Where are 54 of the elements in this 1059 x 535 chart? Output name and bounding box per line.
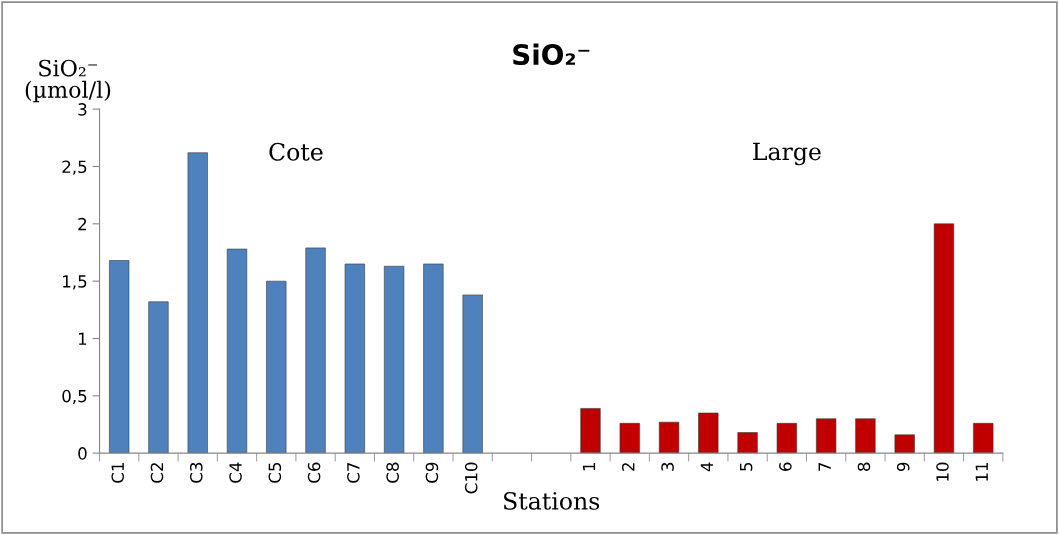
- y-axis-title: SiO₂⁻ (µmol/l): [25, 59, 111, 103]
- x-tick-label: 4: [700, 462, 713, 472]
- bar: [973, 423, 994, 454]
- x-tick-label: 5: [740, 462, 753, 471]
- x-tick-label: C1: [111, 463, 125, 483]
- x-tick-label: 7: [818, 462, 831, 471]
- bar: [894, 434, 915, 454]
- bar: [698, 412, 719, 454]
- y-tick-label: 3: [78, 103, 87, 116]
- bar: [266, 280, 287, 454]
- x-tick-label: C6: [307, 462, 321, 483]
- x-tick-label: 3: [661, 462, 674, 471]
- y-tick-label: 0: [78, 447, 87, 460]
- y-tick-label: 1,5: [63, 275, 87, 290]
- bar: [226, 248, 248, 454]
- bar: [462, 294, 483, 454]
- x-tick-label: 1: [582, 463, 596, 471]
- chart-title: SiO₂⁻: [513, 43, 590, 66]
- x-tick-label: C2: [150, 463, 164, 483]
- x-tick-label: C3: [189, 462, 203, 483]
- x-axis-title: Stations: [504, 491, 600, 510]
- y-tick-label: 1: [78, 332, 87, 345]
- bar: [344, 263, 365, 454]
- bar: [776, 423, 797, 454]
- bar: [855, 418, 876, 454]
- bar: [305, 247, 326, 454]
- x-tick-label: 2: [621, 463, 635, 471]
- x-tick-label: 6: [779, 462, 792, 471]
- bar: [933, 223, 955, 454]
- bar: [423, 263, 444, 454]
- x-tick-label: C8: [386, 462, 399, 483]
- x-tick-label: C10: [464, 462, 478, 494]
- bar: [658, 421, 680, 454]
- bar: [619, 423, 640, 454]
- annotation: Large: [753, 142, 821, 166]
- x-tick-label: C9: [425, 462, 439, 483]
- x-tick-label: 10: [936, 462, 949, 481]
- bar: [580, 408, 601, 454]
- x-tick-label: C5: [268, 462, 282, 483]
- x-tick-label: C7: [347, 462, 360, 483]
- bar: [148, 301, 169, 454]
- bar: [816, 418, 837, 454]
- annotation: Cote: [269, 142, 323, 161]
- y-tick-label: 0,5: [62, 389, 87, 405]
- x-tick-label: 9: [896, 462, 910, 472]
- bar: [737, 432, 758, 454]
- y-tick-label: 2,5: [62, 160, 87, 175]
- x-tick-label: 11: [975, 463, 988, 481]
- bar: [187, 152, 208, 454]
- bar: [384, 265, 405, 454]
- bar: [109, 260, 130, 454]
- y-tick-label: 2: [78, 217, 87, 231]
- x-tick-label: 8: [857, 462, 871, 471]
- x-tick-label: C4: [229, 462, 242, 483]
